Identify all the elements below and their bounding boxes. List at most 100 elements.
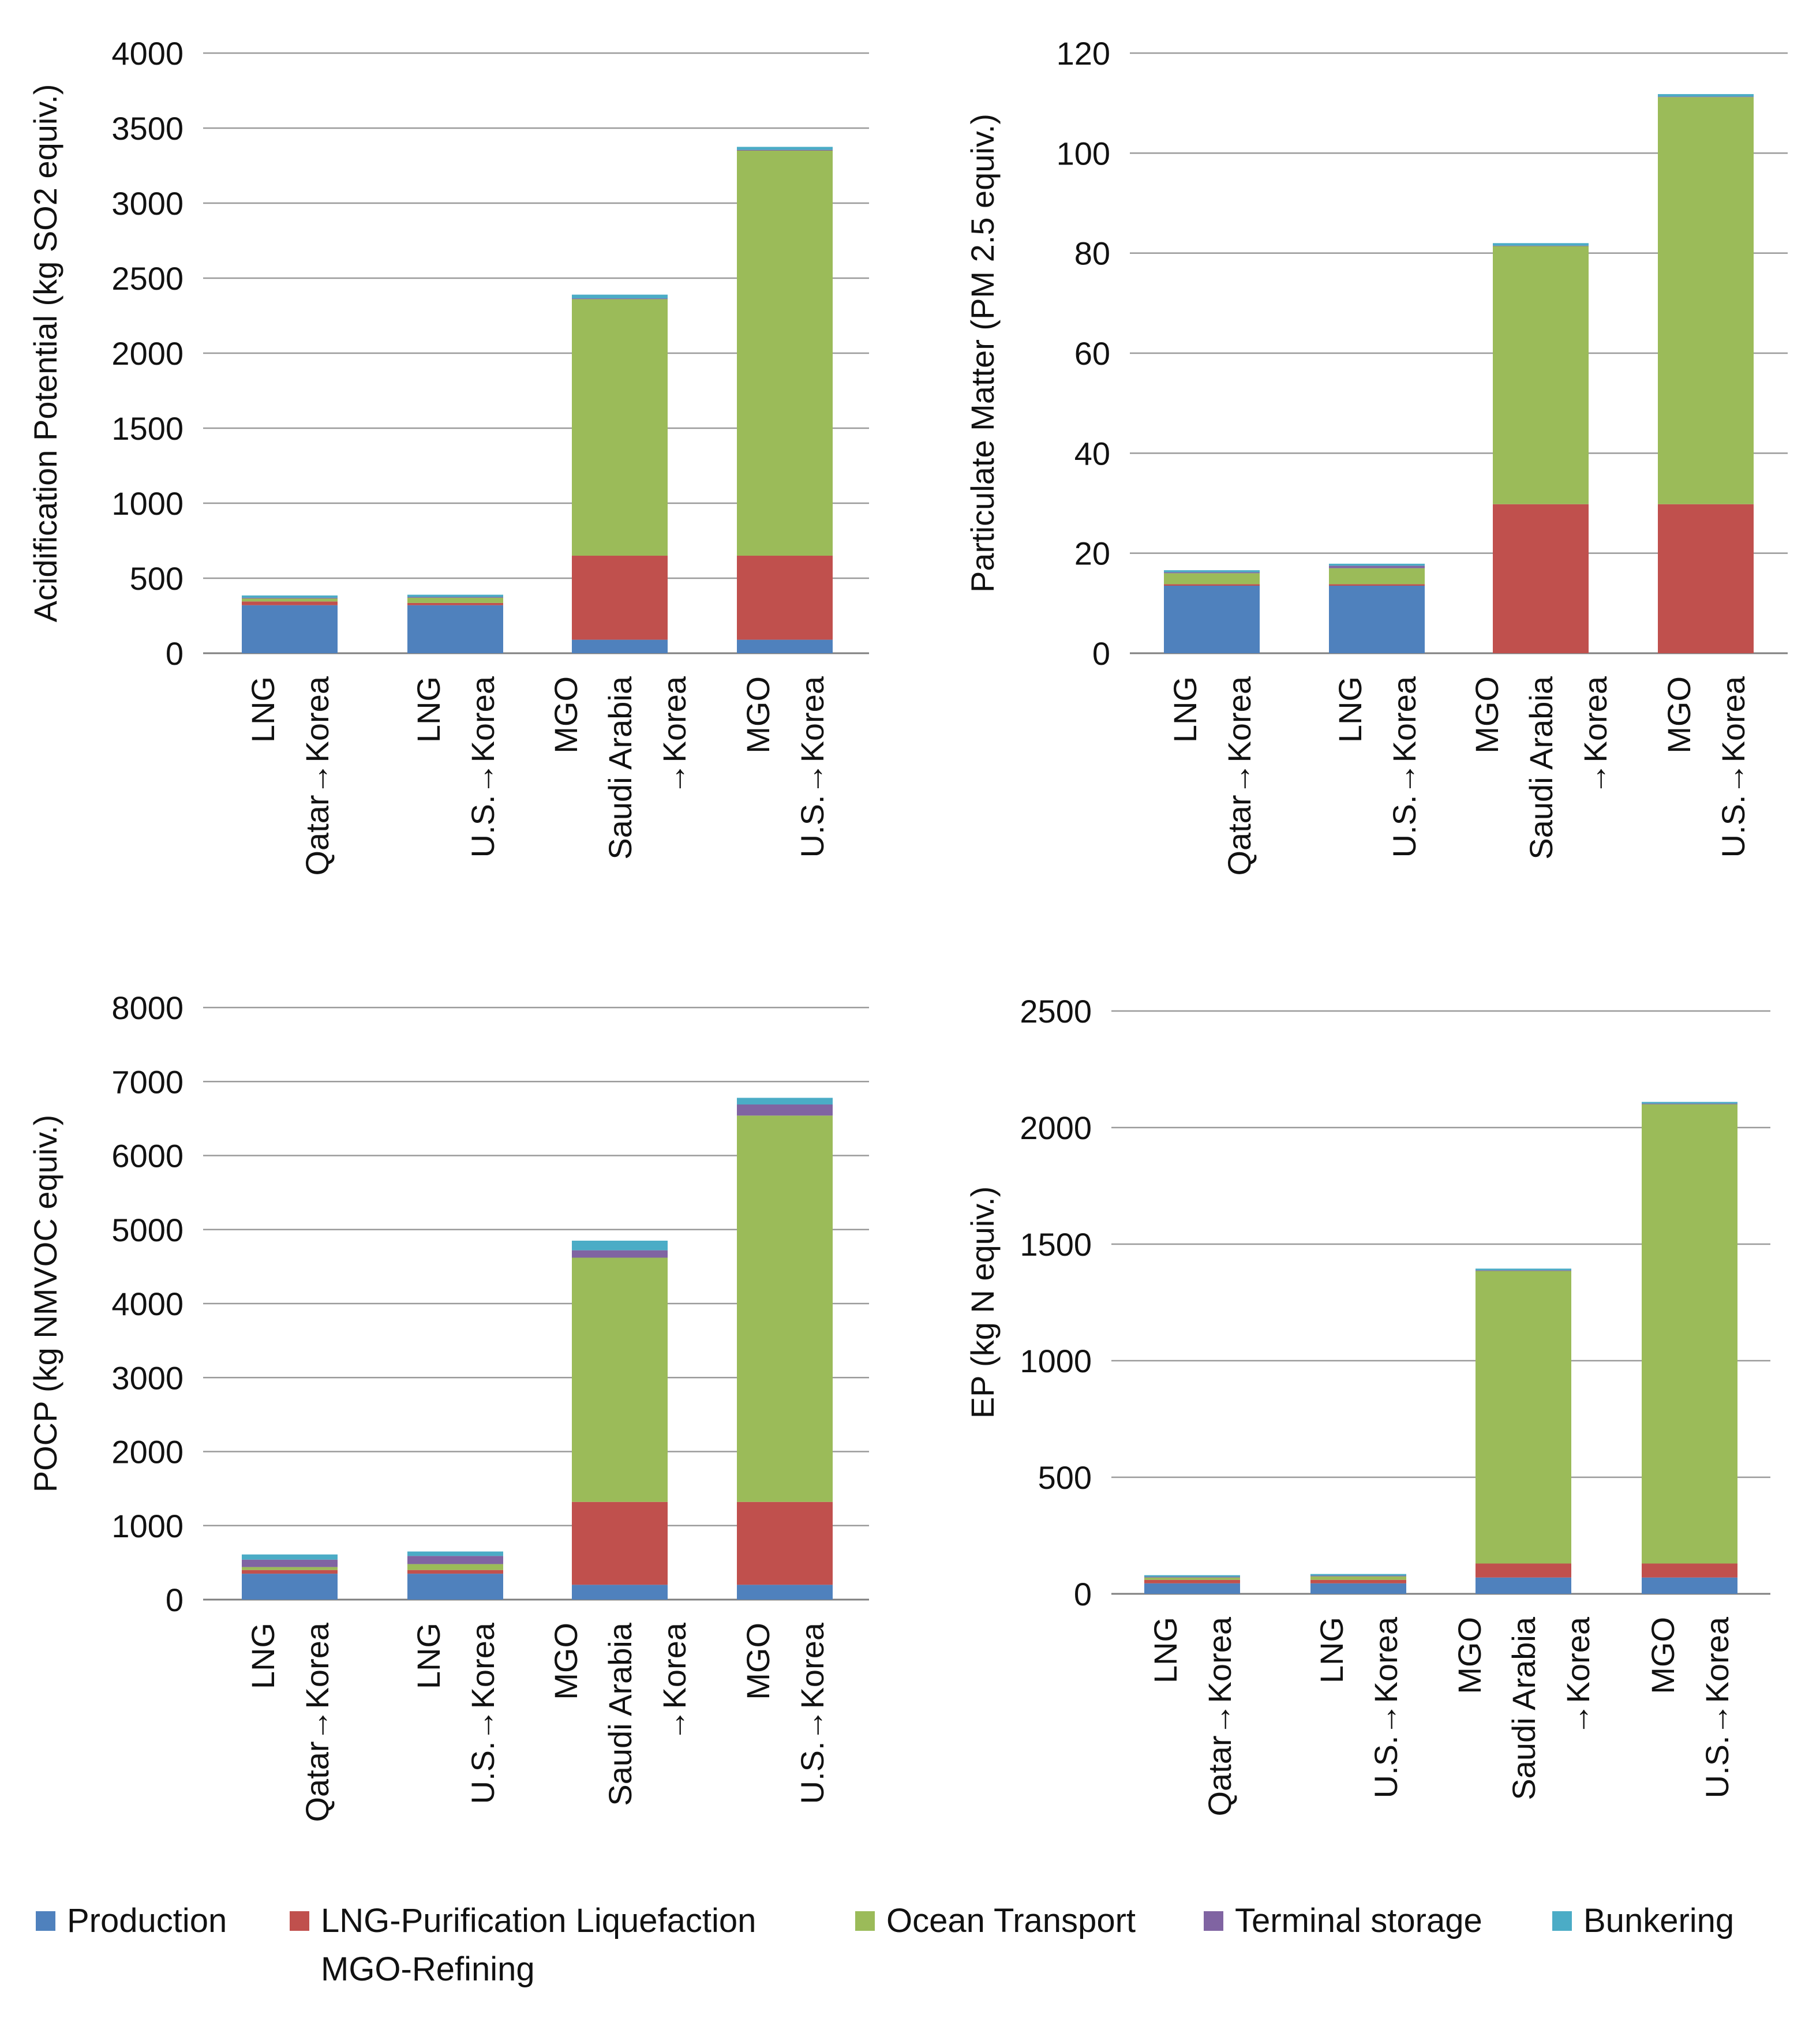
y-tick-label: 40 <box>1074 435 1110 471</box>
y-tick-label: 1000 <box>111 485 184 522</box>
x-category-label-line: →Korea <box>1560 1616 1596 1735</box>
bar-segment-liquefaction-refining <box>1164 584 1260 586</box>
bar-segment-production <box>1476 1577 1571 1594</box>
x-category-label: MGO U.S.→Korea <box>1661 676 1751 858</box>
y-tick-label: 7000 <box>111 1064 184 1100</box>
bar-segment-terminal-storage <box>737 1104 833 1116</box>
y-tick-label: 20 <box>1074 536 1110 572</box>
y-tick-label: 1000 <box>1020 1343 1092 1379</box>
x-category-label-line: Qatar→Korea <box>1201 1616 1238 1816</box>
x-category-label-line: U.S.→Korea <box>794 676 830 858</box>
bar-segment-liquefaction-refining <box>572 1501 668 1585</box>
x-category-label: LNG U.S.→Korea <box>410 1622 501 1804</box>
x-category-label-line: U.S.→Korea <box>1368 1616 1404 1798</box>
x-category-label-line: LNG <box>410 676 447 743</box>
bar-segment-production <box>407 605 503 653</box>
y-tick-label: 2500 <box>1020 993 1092 1029</box>
y-tick-label: 0 <box>1092 635 1110 672</box>
x-category-label: MGO U.S.→Korea <box>1645 1616 1735 1798</box>
x-category-label-line: LNG <box>1332 676 1368 743</box>
x-category-label-line: Qatar→Korea <box>299 1622 335 1822</box>
bar-segment-bunkering <box>1493 243 1589 246</box>
bar-segment-production <box>242 605 338 653</box>
legend-swatch-bunkering <box>1552 1911 1572 1931</box>
bar-segment-liquefaction-refining <box>1493 504 1589 653</box>
x-category-label-line: MGO <box>1661 676 1697 754</box>
legend-label-production: Production <box>67 1902 227 1939</box>
x-category-label-line: MGO <box>1469 676 1505 754</box>
x-category-label: MGO U.S.→Korea <box>740 676 830 858</box>
bar-segment-production <box>1144 1583 1240 1594</box>
x-category-label-line: U.S.→Korea <box>794 1622 830 1804</box>
bar-segment-terminal-storage <box>407 597 503 598</box>
bar-segment-production <box>572 639 668 653</box>
x-category-label: MGO Saudi Arabia →Korea <box>1469 676 1613 859</box>
bar-segment-liquefaction-refining <box>1658 504 1754 653</box>
x-category-label: MGO Saudi Arabia →Korea <box>548 1622 692 1806</box>
x-category-label-line: →Korea <box>656 676 692 795</box>
y-tick-label: 4000 <box>111 35 184 72</box>
y-tick-label: 60 <box>1074 335 1110 372</box>
bar-segment-production <box>1329 586 1425 653</box>
legend: Production LNG-Purification Liquefaction… <box>36 1902 1734 1988</box>
bar-segment-bunkering <box>737 1098 833 1105</box>
y-tick-label: 0 <box>166 1582 184 1618</box>
bar-segment-bunkering <box>1658 94 1754 97</box>
bar-segment-ocean-transport <box>1329 568 1425 585</box>
bar-segment-bunkering <box>1310 1574 1406 1576</box>
bar-segment-production <box>572 1585 668 1600</box>
x-category-label: LNG Qatar→Korea <box>1167 676 1257 875</box>
bar-segment-terminal-storage <box>1329 566 1425 568</box>
y-axis-label: Acidification Potential (kg SO2 equiv.) <box>27 84 63 623</box>
y-tick-label: 6000 <box>111 1138 184 1174</box>
x-category-label-line: LNG <box>245 676 281 743</box>
bar-segment-production <box>737 639 833 653</box>
bar-segment-ocean-transport <box>1310 1576 1406 1580</box>
bar-segment-terminal-storage <box>572 1250 668 1258</box>
bar-segment-ocean-transport <box>737 1115 833 1502</box>
x-category-label-line: Saudi Arabia <box>1506 1616 1542 1800</box>
bar-segment-production <box>1642 1577 1737 1594</box>
y-axis-label: EP (kg N equiv.) <box>964 1186 1001 1419</box>
particulate-matter-chart: 0 20 40 60 80 100 120 Particulate Matter (PM 2.… <box>964 35 1788 876</box>
x-category-label-line: MGO <box>740 676 776 754</box>
bar-segment-terminal-storage <box>407 1556 503 1564</box>
x-category-label-line: U.S.→Korea <box>1715 676 1751 858</box>
x-category-label-line: LNG <box>1147 1617 1184 1683</box>
eutrophication-chart: 0 500 1000 1500 2000 2500 EP (kg N equiv.) LNG Q… <box>964 993 1770 1817</box>
x-category-label: LNG Qatar→Korea <box>245 676 335 875</box>
x-category-label-line: →Korea <box>1577 676 1613 795</box>
x-category-label-line: →Korea <box>656 1622 692 1741</box>
x-category-label: MGO Saudi Arabia →Korea <box>1451 1616 1596 1800</box>
legend-swatch-ocean-transport <box>855 1911 875 1931</box>
bar-segment-terminal-storage <box>572 298 668 299</box>
x-category-label-line: Saudi Arabia <box>602 1622 638 1806</box>
bar-segment-bunkering <box>572 294 668 299</box>
y-axis-label: POCP (kg NMVOC equiv.) <box>27 1115 63 1493</box>
bar-segment-terminal-storage <box>1642 1103 1737 1104</box>
x-category-label-line: Saudi Arabia <box>602 676 638 859</box>
bar-segment-ocean-transport <box>1642 1104 1737 1564</box>
bar-segment-ocean-transport <box>572 1257 668 1502</box>
x-category-label-line: LNG <box>410 1623 447 1689</box>
y-tick-label: 1500 <box>1020 1226 1092 1263</box>
x-category-label-line: MGO <box>1645 1617 1681 1694</box>
bar-segment-bunkering <box>737 147 833 150</box>
y-tick-label: 4000 <box>111 1286 184 1322</box>
bar-segment-liquefaction-refining <box>1144 1579 1240 1583</box>
bar-segment-bunkering <box>1164 570 1260 572</box>
bar-segment-terminal-storage <box>242 1559 338 1567</box>
bar-segment-liquefaction-refining <box>737 1501 833 1585</box>
bar-segment-ocean-transport <box>1144 1577 1240 1580</box>
legend-label-bunkering: Bunkering <box>1583 1902 1734 1939</box>
bar-segment-ocean-transport <box>242 1567 338 1570</box>
bar-segment-liquefaction-refining <box>1329 584 1425 586</box>
bar-segment-ocean-transport <box>737 151 833 556</box>
y-tick-label: 0 <box>166 635 184 672</box>
bar-segment-bunkering <box>407 1551 503 1556</box>
bar-segment-bunkering <box>242 595 338 598</box>
y-tick-label: 120 <box>1057 35 1110 72</box>
x-category-label-line: Qatar→Korea <box>299 676 335 875</box>
bar-segment-production <box>242 1574 338 1600</box>
bar-segment-ocean-transport <box>1476 1271 1571 1564</box>
